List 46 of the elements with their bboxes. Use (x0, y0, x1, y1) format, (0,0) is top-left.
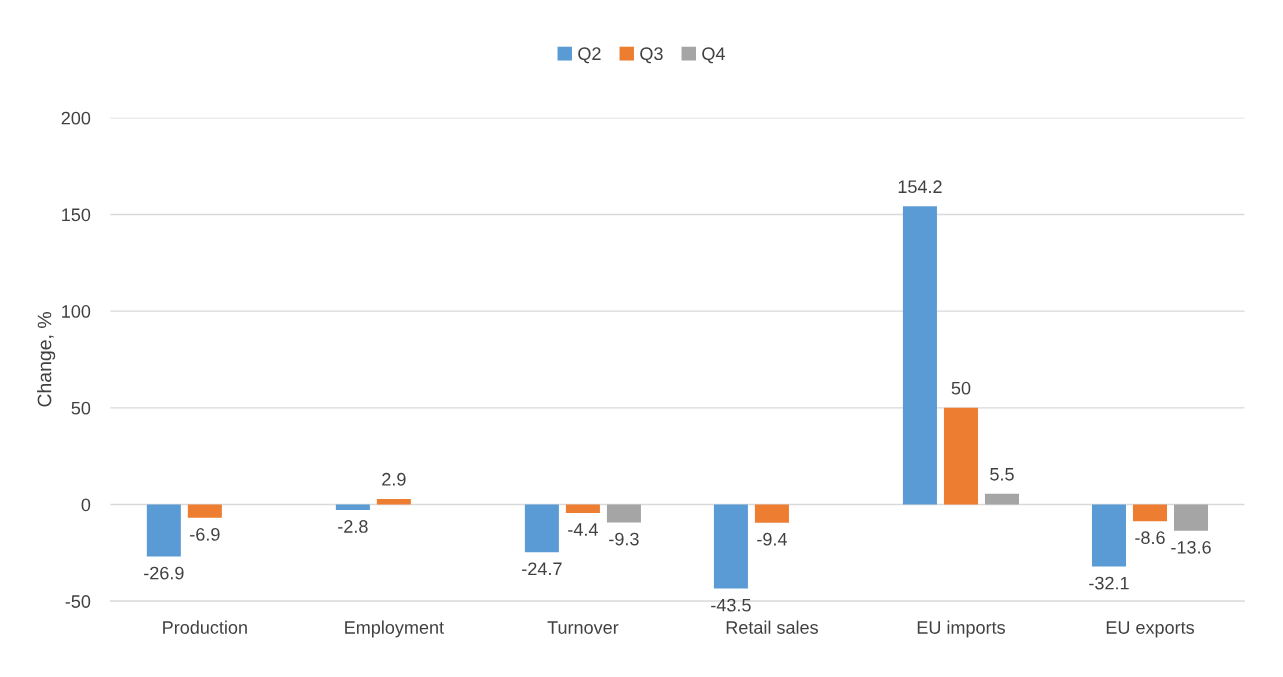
y-tick-label: 50 (71, 401, 91, 415)
data-label: -43.5 (711, 598, 751, 612)
x-tick-label: Employment (345, 620, 444, 638)
bar (335, 504, 370, 510)
data-label: 5.5 (990, 468, 1014, 481)
bar (376, 498, 411, 505)
x-tick-label: EU imports (917, 620, 1005, 638)
data-label: -9.4 (757, 532, 787, 546)
y-axis-title: Change, % (37, 312, 56, 407)
x-tick-label: Turnover (547, 621, 619, 634)
data-label: 2.9 (382, 472, 406, 486)
data-label: -13.6 (1171, 540, 1211, 554)
bar (1174, 504, 1209, 531)
data-label: -26.9 (144, 566, 184, 580)
y-tick-label: -50 (65, 595, 91, 608)
x-tick-label: Retail sales (726, 620, 818, 634)
y-tick-label: 100 (62, 305, 91, 318)
legend-label: Q2 (578, 47, 601, 64)
data-label: -8.6 (1135, 531, 1165, 545)
data-label: 154.2 (898, 180, 942, 194)
bar (754, 504, 789, 523)
y-tick-label: 0 (81, 498, 91, 512)
bar (902, 206, 937, 505)
bar (1091, 504, 1126, 567)
bar (565, 504, 600, 514)
bar (1132, 504, 1168, 522)
bar (146, 504, 181, 557)
bar (524, 504, 559, 553)
data-label: -9.3 (609, 532, 639, 546)
data-label: 50 (951, 381, 971, 395)
data-label: -2.8 (338, 520, 368, 533)
bar (606, 504, 641, 523)
bar (187, 504, 222, 518)
legend-label: Q3 (640, 47, 663, 64)
data-label: -6.9 (190, 527, 220, 541)
legend-label: Q4 (702, 47, 725, 64)
bar (713, 504, 748, 589)
data-label: -32.1 (1089, 576, 1129, 590)
data-label: -4.4 (568, 523, 598, 536)
data-label: -24.7 (522, 562, 562, 576)
bar (984, 493, 1019, 505)
y-tick-label: 200 (61, 111, 91, 125)
x-tick-label: Production (163, 620, 247, 634)
bar (943, 407, 978, 505)
x-tick-label: EU exports (1106, 621, 1194, 638)
y-tick-label: 150 (62, 208, 91, 222)
